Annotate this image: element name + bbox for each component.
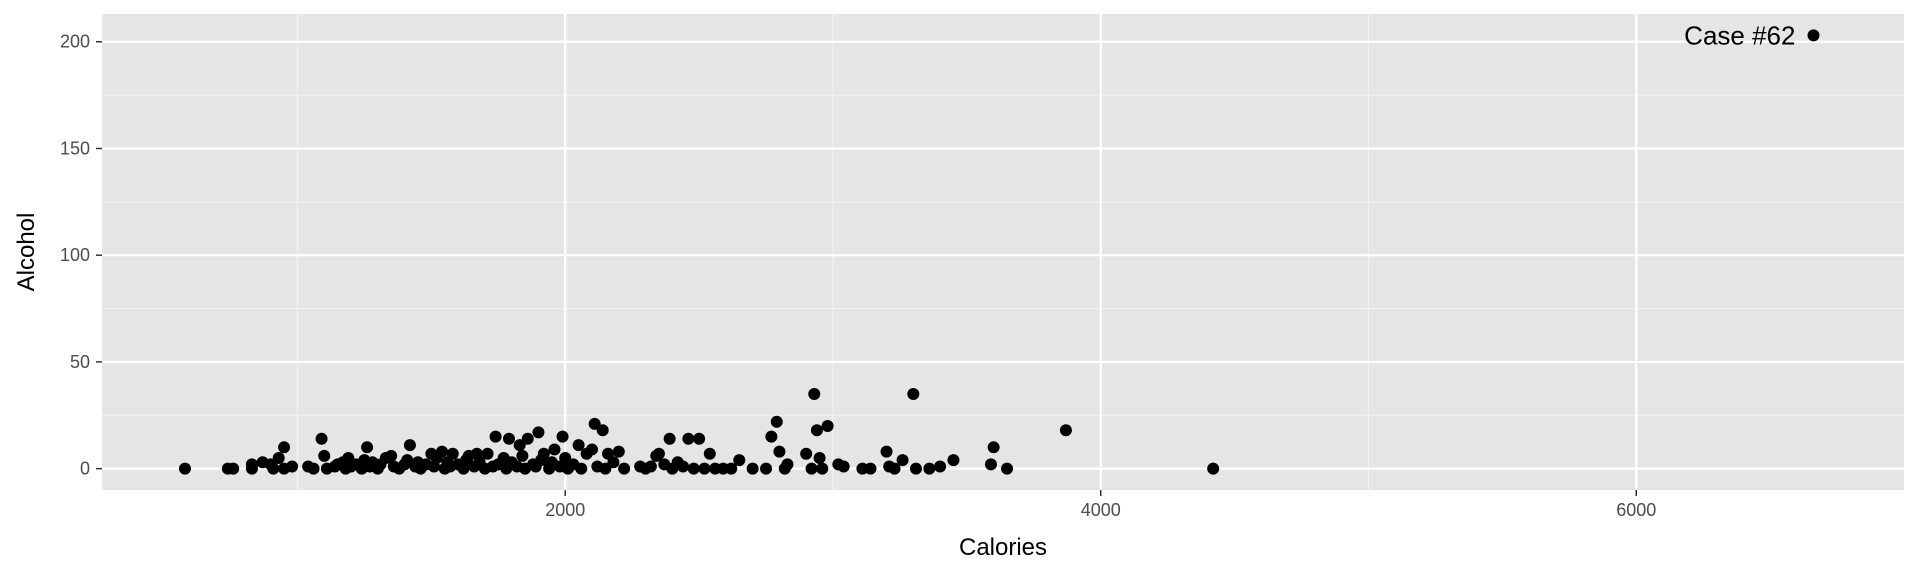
data-point <box>1001 462 1014 475</box>
x-tick-label: 6000 <box>1616 500 1656 520</box>
x-axis: 2000 4000 6000 <box>545 490 1656 520</box>
data-point <box>821 419 834 432</box>
data-point <box>880 445 893 458</box>
data-point <box>816 462 829 475</box>
data-points <box>179 29 1820 475</box>
data-point <box>307 462 320 475</box>
data-point <box>725 462 738 475</box>
data-point <box>773 445 786 458</box>
data-point <box>813 451 826 464</box>
data-point <box>1207 462 1220 475</box>
data-point <box>612 445 625 458</box>
y-tick-label: 0 <box>80 459 90 479</box>
data-point <box>361 441 374 454</box>
data-point <box>687 462 700 475</box>
data-point <box>693 432 706 445</box>
data-point <box>227 462 240 475</box>
data-point <box>245 458 258 471</box>
data-point <box>532 426 545 439</box>
data-point <box>947 454 960 467</box>
data-point <box>987 441 1000 454</box>
data-point <box>588 417 601 430</box>
data-point <box>607 456 620 469</box>
data-point <box>585 443 598 456</box>
data-point <box>267 462 280 475</box>
data-point <box>760 462 773 475</box>
data-point <box>984 458 997 471</box>
y-tick-label: 100 <box>60 245 90 265</box>
data-point <box>1807 29 1820 42</box>
data-point <box>481 447 494 460</box>
data-point <box>808 387 821 400</box>
data-point <box>896 454 909 467</box>
x-tick-label: 2000 <box>545 500 585 520</box>
data-point <box>602 447 615 460</box>
data-point <box>746 462 759 475</box>
y-tick-label: 200 <box>60 32 90 52</box>
minor-gridlines <box>102 14 1904 490</box>
data-point <box>572 439 585 452</box>
x-tick-label: 4000 <box>1081 500 1121 520</box>
data-point <box>781 458 794 471</box>
data-point <box>805 462 818 475</box>
data-point <box>1059 424 1072 437</box>
data-point <box>810 424 823 437</box>
data-point <box>907 387 920 400</box>
data-point <box>516 449 529 462</box>
annotation-label: Case #62 <box>1684 20 1795 50</box>
data-point <box>278 441 291 454</box>
data-point <box>837 460 850 473</box>
data-point <box>698 462 711 475</box>
data-point <box>765 430 778 443</box>
data-point <box>703 447 716 460</box>
data-point <box>446 447 459 460</box>
data-point <box>179 462 192 475</box>
data-point <box>556 430 569 443</box>
data-point <box>596 424 609 437</box>
data-point <box>923 462 936 475</box>
data-point <box>286 460 299 473</box>
data-point <box>559 451 572 464</box>
y-axis-title: Alcohol <box>13 213 40 292</box>
data-point <box>403 439 416 452</box>
data-point <box>909 462 922 475</box>
data-point <box>436 445 449 458</box>
data-point <box>800 447 813 460</box>
data-point <box>401 454 414 467</box>
data-point <box>575 462 588 475</box>
data-point <box>548 443 561 456</box>
data-point <box>682 432 695 445</box>
data-point <box>644 460 657 473</box>
data-point <box>318 449 331 462</box>
y-axis: 0 50 100 150 200 <box>60 32 102 479</box>
plot-panel <box>102 14 1904 490</box>
data-point <box>489 430 502 443</box>
data-point <box>934 460 947 473</box>
data-point <box>618 462 631 475</box>
data-point <box>599 462 612 475</box>
data-point <box>864 462 877 475</box>
data-point <box>502 432 515 445</box>
data-point <box>888 462 901 475</box>
data-point <box>315 432 328 445</box>
y-tick-label: 50 <box>70 352 90 372</box>
x-axis-title: Calories <box>959 534 1047 561</box>
data-point <box>385 449 398 462</box>
data-point <box>652 447 665 460</box>
data-point <box>521 432 534 445</box>
data-point <box>663 432 676 445</box>
data-point <box>677 460 690 473</box>
y-tick-label: 150 <box>60 138 90 158</box>
data-point <box>537 447 550 460</box>
data-point <box>733 454 746 467</box>
data-point <box>513 439 526 452</box>
data-point <box>272 451 285 464</box>
data-point <box>770 415 783 428</box>
